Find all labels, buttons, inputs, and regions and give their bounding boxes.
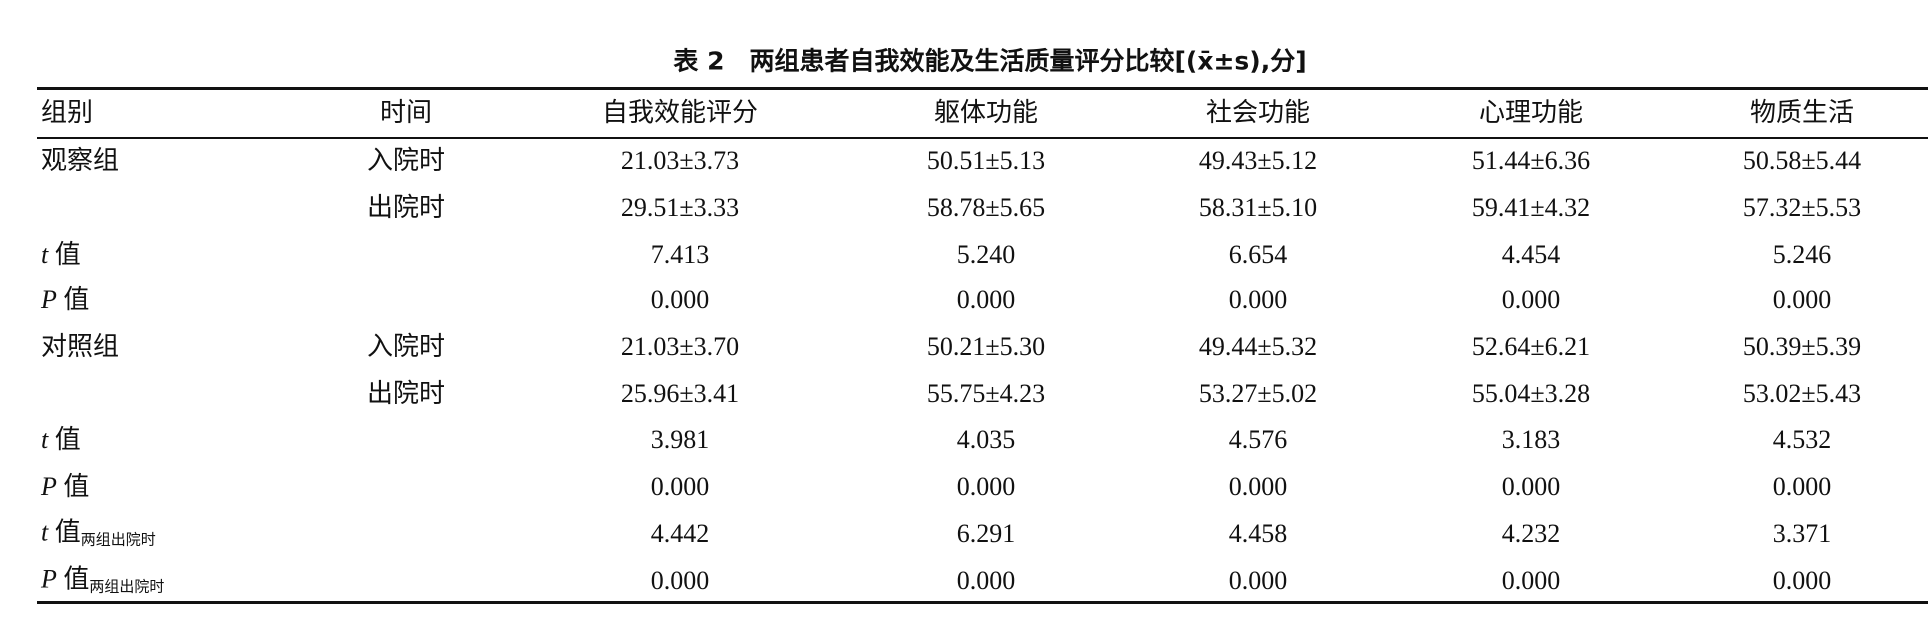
data-cell: 0.000 <box>1772 566 1832 595</box>
data-cell: 52.64±6.21 <box>1471 332 1591 361</box>
data-cell: 51.44±6.36 <box>1471 146 1591 175</box>
stat-label-text: 值 <box>54 240 81 269</box>
data-cell: 7.413 <box>650 240 710 269</box>
data-cell: 4.442 <box>650 519 710 548</box>
stat-label: t 值两组出院时 <box>41 517 156 549</box>
data-cell: 59.41±4.32 <box>1471 193 1591 222</box>
stat-label-text: 值 <box>54 517 81 547</box>
group-cell: 观察组 <box>41 146 120 175</box>
data-cell: 0.000 <box>1772 285 1832 314</box>
data-cell: 53.27±5.02 <box>1198 379 1318 408</box>
header-rule <box>37 137 1928 139</box>
group-cell: 对照组 <box>41 332 120 361</box>
data-cell: 5.246 <box>1772 240 1832 269</box>
stat-subscript: 两组出院时 <box>89 579 165 596</box>
data-cell: 3.371 <box>1772 519 1832 548</box>
stat-variable: t <box>41 517 49 547</box>
data-cell: 6.291 <box>956 519 1016 548</box>
header-cell: 时间 <box>379 98 433 127</box>
data-cell: 4.232 <box>1501 519 1561 548</box>
data-cell: 58.31±5.10 <box>1198 193 1318 222</box>
data-cell: 49.43±5.12 <box>1198 146 1318 175</box>
time-cell: 入院时 <box>366 332 446 361</box>
data-cell: 0.000 <box>1228 566 1288 595</box>
data-cell: 53.02±5.43 <box>1742 379 1862 408</box>
data-cell: 0.000 <box>650 285 710 314</box>
data-cell: 50.39±5.39 <box>1742 332 1862 361</box>
stat-label: t 值 <box>41 427 81 453</box>
data-cell: 0.000 <box>650 472 710 501</box>
data-cell: 4.576 <box>1228 425 1288 454</box>
data-cell: 5.240 <box>956 240 1016 269</box>
data-cell: 0.000 <box>1501 285 1561 314</box>
data-cell: 25.96±3.41 <box>620 379 740 408</box>
header-cell: 组别 <box>41 98 94 127</box>
data-cell: 4.458 <box>1228 519 1288 548</box>
time-cell: 出院时 <box>366 379 446 408</box>
data-cell: 55.04±3.28 <box>1471 379 1591 408</box>
data-cell: 4.532 <box>1772 425 1832 454</box>
data-cell: 3.183 <box>1501 425 1561 454</box>
stat-label-text: 值 <box>63 285 90 314</box>
top-rule <box>37 87 1928 90</box>
stat-subscript: 两组出院时 <box>80 532 156 549</box>
data-cell: 0.000 <box>650 566 710 595</box>
header-cell: 心理功能 <box>1478 98 1584 127</box>
header-cell: 自我效能评分 <box>601 98 759 127</box>
bottom-rule <box>37 601 1928 604</box>
stat-label: P 值两组出院时 <box>41 564 165 596</box>
stat-label-text: 值 <box>63 472 90 501</box>
data-cell: 50.58±5.44 <box>1742 146 1862 175</box>
data-cell: 0.000 <box>1228 472 1288 501</box>
time-cell: 出院时 <box>366 193 446 222</box>
stat-label-text: 值 <box>63 564 90 594</box>
data-cell: 29.51±3.33 <box>620 193 740 222</box>
stat-label: P 值 <box>41 287 89 313</box>
data-cell: 0.000 <box>1772 472 1832 501</box>
data-cell: 21.03±3.73 <box>620 146 740 175</box>
header-cell: 躯体功能 <box>933 98 1039 127</box>
data-cell: 3.981 <box>650 425 710 454</box>
stat-variable: t <box>41 425 49 454</box>
header-cell: 社会功能 <box>1205 98 1311 127</box>
data-cell: 57.32±5.53 <box>1742 193 1862 222</box>
stat-variable: P <box>41 472 57 501</box>
data-cell: 50.21±5.30 <box>926 332 1046 361</box>
stat-variable: t <box>41 240 49 269</box>
data-cell: 0.000 <box>1501 566 1561 595</box>
stat-variable: P <box>41 564 57 594</box>
data-cell: 4.454 <box>1501 240 1561 269</box>
stat-label-text: 值 <box>54 425 81 454</box>
table-title: 表 2 两组患者自我效能及生活质量评分比较[(x̄±s),分] <box>673 46 1307 76</box>
data-cell: 0.000 <box>1228 285 1288 314</box>
data-cell: 6.654 <box>1228 240 1288 269</box>
stat-variable: P <box>41 285 57 314</box>
time-cell: 入院时 <box>366 146 446 175</box>
data-cell: 0.000 <box>956 472 1016 501</box>
data-cell: 50.51±5.13 <box>926 146 1046 175</box>
data-cell: 0.000 <box>956 285 1016 314</box>
data-cell: 0.000 <box>956 566 1016 595</box>
stat-label: P 值 <box>41 474 89 500</box>
data-cell: 21.03±3.70 <box>620 332 740 361</box>
data-cell: 58.78±5.65 <box>926 193 1046 222</box>
data-cell: 55.75±4.23 <box>926 379 1046 408</box>
data-cell: 0.000 <box>1501 472 1561 501</box>
stat-label: t 值 <box>41 242 81 268</box>
data-cell: 4.035 <box>956 425 1016 454</box>
data-cell: 49.44±5.32 <box>1198 332 1318 361</box>
header-cell: 物质生活 <box>1749 98 1855 127</box>
